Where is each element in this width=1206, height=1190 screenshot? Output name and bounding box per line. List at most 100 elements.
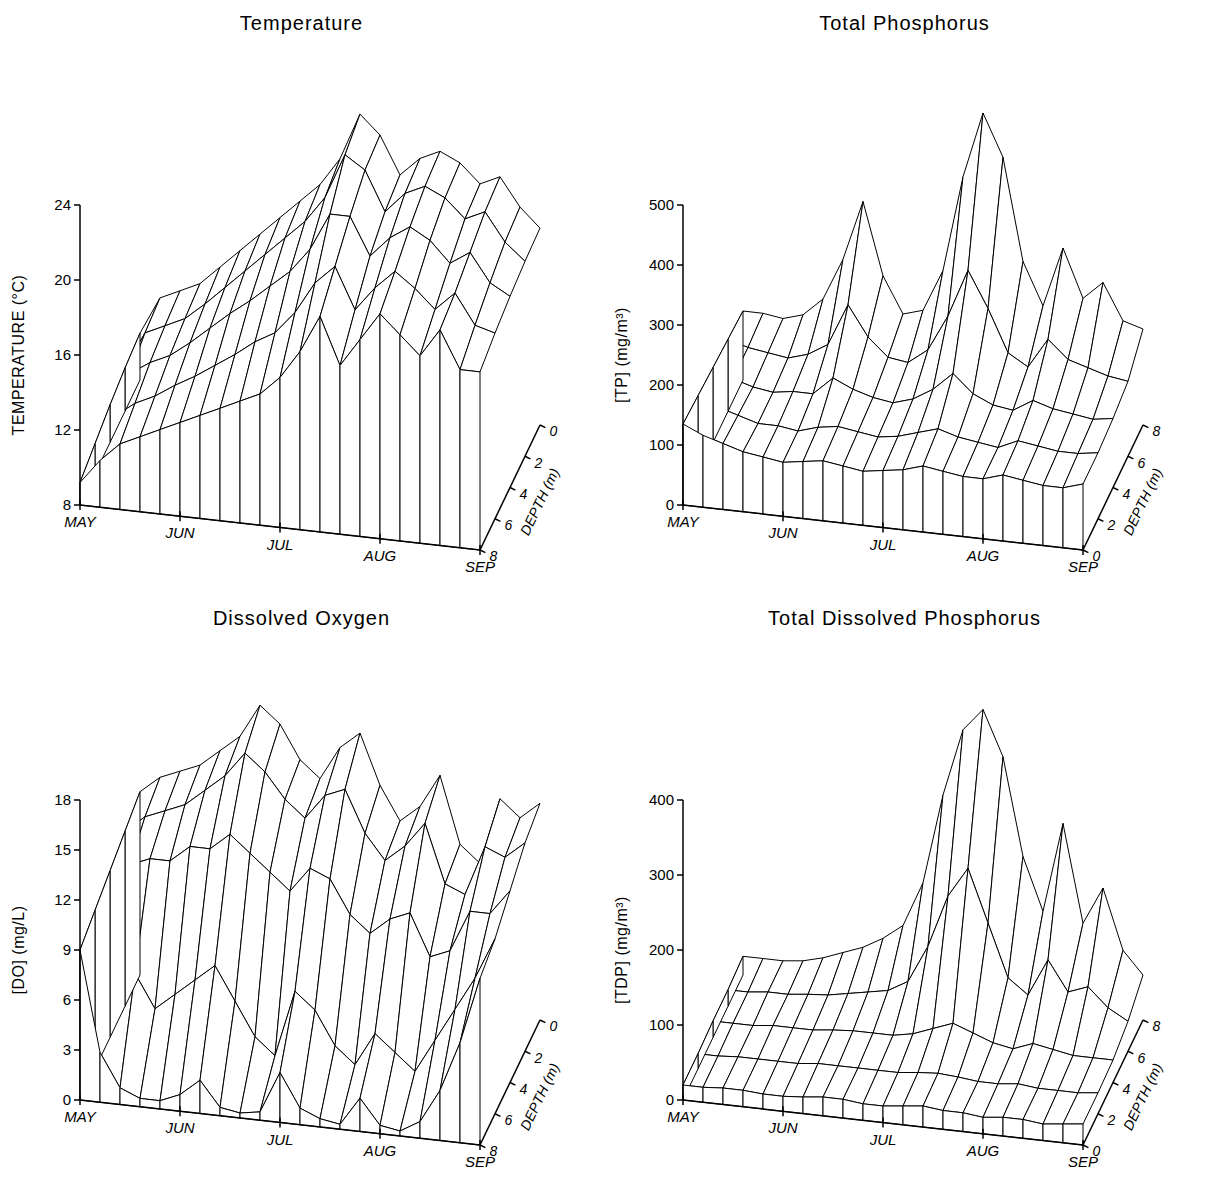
x-tick [379,534,381,544]
depth-tick-label: 8 [490,1143,498,1159]
axes: 0100200300400[TDP] (mg/m³)MAYJUNJULAUGSE… [613,791,1165,1170]
x-tick [179,511,181,521]
panel: Temperature812162024TEMPERATURE (°C)MAYJ… [10,12,562,575]
depth-tick-label: 4 [520,486,528,502]
depth-tick [525,456,530,459]
x-tick [179,1106,181,1116]
surface-cell [1063,1093,1098,1124]
depth-tick [1083,550,1088,553]
depth-tick-label: 0 [550,423,558,439]
y-tick-label: 3 [63,1041,71,1058]
surface-front [200,408,220,521]
x-tick [982,534,984,544]
surface-front [883,1106,903,1125]
depth-tick-label: 4 [1123,486,1131,502]
panel: Dissolved Oxygen 0369121518[DO] (mg/L)MAY… [10,607,562,1170]
surface-cell [1063,453,1098,488]
y-tick [74,354,80,356]
x-tick-label: MAY [64,1108,96,1125]
surface-side [110,368,125,442]
axes: 0369121518[DO] (mg/L)MAYJUNJULAUGSEP0246… [10,791,562,1170]
x-tick [882,1118,884,1128]
y-tick [677,504,683,506]
x-tick-label: JUL [266,1131,294,1148]
surface-cell [1108,321,1143,382]
y-tick [677,874,683,876]
surface-cell [460,325,495,372]
surface-front [683,424,703,507]
x-tick [682,500,684,510]
panel-title: Total Phosphorus [819,12,990,34]
surface-front [300,1108,320,1127]
surface-front [100,444,120,510]
surface-cell [1078,1058,1113,1093]
y-tick [677,1099,683,1101]
surface-front [703,435,723,509]
surface-front [763,457,783,516]
surface-front [823,461,843,523]
depth-tick [480,550,485,553]
surface-front [420,330,440,546]
surface-front [803,461,823,521]
y-tick [677,204,683,206]
surface-front [1023,480,1043,545]
surface-front [180,415,200,518]
surface-front [1003,1117,1023,1138]
surface [80,705,540,1145]
depth-tick-label: 8 [1153,1018,1161,1034]
depth-tick-label: 2 [1107,517,1116,533]
surface-front [783,462,803,519]
depth-tick [1098,1114,1103,1117]
surface-front [943,1111,963,1132]
depth-tick-label: 4 [1123,1081,1131,1097]
y-tick-label: 300 [649,866,674,883]
surface-front [140,430,160,514]
surface-front [360,314,380,539]
y-tick-label: 0 [666,1091,674,1108]
surface-front [723,444,743,512]
surface-front [843,466,863,525]
x-tick [882,523,884,533]
depth-tick [540,425,545,428]
depth-axis-title: DEPTH (m) [1120,1061,1166,1133]
depth-tick-label: 6 [505,517,513,533]
y-tick-label: 300 [649,316,674,333]
y-tick [677,384,683,386]
surface-front [440,1043,460,1143]
depth-axis-title: DEPTH (m) [517,1061,563,1133]
surface-front [260,1073,280,1123]
depth-tick-label: 6 [1138,455,1146,471]
surface-front [400,335,420,544]
y-tick [74,899,80,901]
y-tick-label: 16 [54,346,71,363]
surface-side [110,831,125,1037]
panel-title: Dissolved Oxygen [213,607,390,629]
depth-tick [1143,425,1148,428]
surface-front [1063,1124,1083,1145]
depth-tick [1143,1020,1148,1023]
surface-side [125,333,140,411]
surface-front [340,340,360,537]
x-tick-label: MAY [64,513,96,530]
panel: Total Phosphorus0100200300400500[TP] (mg… [613,12,1165,575]
x-tick-label: MAY [667,513,699,530]
surface-front [863,1104,883,1123]
surface-front [200,1080,220,1116]
surface-front [863,471,883,528]
depth-axis-title: DEPTH (m) [517,466,563,538]
surface-cell [475,891,510,978]
depth-tick [1128,456,1133,459]
y-tick [74,849,80,851]
surface-cell [490,843,525,914]
surface-front [320,316,340,534]
y-tick [74,799,80,801]
x-tick-label: JUN [767,524,797,541]
surface-front [843,1099,863,1120]
surface-front [360,1098,380,1134]
axes: 812162024TEMPERATURE (°C)MAYJUNJULAUGSEP… [10,196,562,575]
surface-front [180,1080,200,1113]
panel-title: Total Dissolved Phosphorus [768,607,1041,629]
x-tick [682,1095,684,1105]
y-tick [74,279,80,281]
surface-front [903,466,923,532]
